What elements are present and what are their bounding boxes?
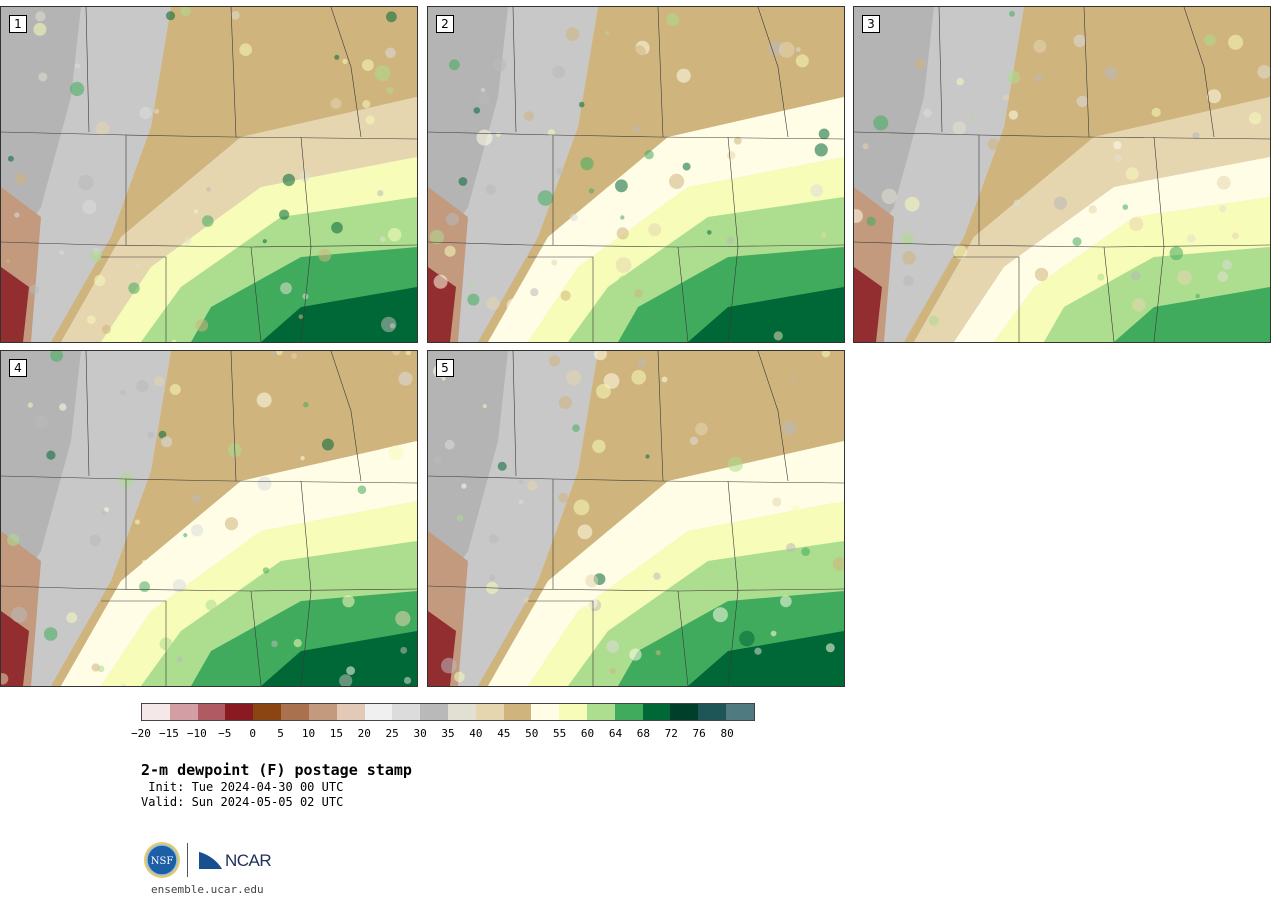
stamp-panel-2: 2 (427, 6, 845, 343)
logos: NSF NCAR (143, 841, 283, 881)
stamp-panel-5: 5 (427, 350, 845, 687)
nsf-logo-icon: NSF (144, 842, 180, 878)
ncar-logo-icon (198, 850, 224, 870)
colorbar-tick-label: 68 (636, 727, 650, 740)
colorbar-segment (281, 704, 309, 720)
ncar-logo-text: NCAR (225, 851, 272, 870)
plot-title: 2-m dewpoint (F) postage stamp (141, 761, 412, 779)
colorbar-tick-label: 80 (720, 727, 734, 740)
colorbar-tick-label: 64 (608, 727, 623, 740)
panel-number: 4 (9, 359, 27, 377)
colorbar-segment (614, 704, 643, 720)
panel-number: 2 (436, 15, 454, 33)
colorbar-segment (726, 704, 754, 720)
colorbar-tick-label: −20 (131, 727, 151, 740)
stamp-panel-1: 1 (0, 6, 418, 343)
colorbar-segment (169, 704, 198, 720)
colorbar-segment (698, 704, 727, 720)
colorbar-segment (142, 704, 170, 720)
colorbar (141, 703, 755, 721)
colorbar-tick-label: 40 (469, 727, 483, 740)
colorbar-segment (364, 704, 393, 720)
panel-number: 3 (862, 15, 880, 33)
panel-number: 1 (9, 15, 27, 33)
colorbar-tick-label: −15 (158, 727, 179, 740)
stamp-panel-4: 4 (0, 350, 418, 687)
colorbar-segment (308, 704, 337, 720)
colorbar-tick-label: 30 (413, 727, 427, 740)
init-time: Init: Tue 2024-04-30 00 UTC (141, 780, 344, 794)
colorbar-tick-label: 72 (664, 727, 678, 740)
colorbar-segment (503, 704, 532, 720)
colorbar-tick-label: −5 (218, 727, 232, 740)
colorbar-tick-label: 55 (553, 727, 567, 740)
colorbar-labels: −20 −15 −10 −5 0 5 10 15 20 25 30 35 40 45 50 55 60 64 68 7… (0, 727, 900, 741)
colorbar-tick-label: 76 (692, 727, 706, 740)
colorbar-tick-label: 45 (497, 727, 511, 740)
colorbar-tick-label: −10 (186, 727, 207, 740)
valid-time: Valid: Sun 2024-05-05 02 UTC (141, 795, 344, 809)
colorbar-tick-label: 25 (385, 727, 399, 740)
colorbar-segment (447, 704, 476, 720)
colorbar-segment (392, 704, 421, 720)
colorbar-segment (336, 704, 365, 720)
colorbar-tick-label: 20 (357, 727, 371, 740)
colorbar-segment (587, 704, 615, 720)
colorbar-tick-label: 5 (277, 727, 284, 740)
colorbar-segment (253, 704, 282, 720)
colorbar-segment (225, 704, 254, 720)
stamp-panel-3: 3 (853, 6, 1271, 343)
colorbar-segment (531, 704, 560, 720)
colorbar-tick-label: 35 (441, 727, 455, 740)
colorbar-tick-label: 10 (301, 727, 316, 740)
colorbar-tick-label: 0 (249, 727, 256, 740)
logo-divider (187, 843, 188, 877)
panel-number: 5 (436, 359, 454, 377)
nsf-logo-text: NSF (151, 856, 174, 867)
colorbar-tick-label: 60 (580, 727, 595, 740)
colorbar-tick-label: 50 (525, 727, 539, 740)
site-url: ensemble.ucar.edu (151, 883, 264, 896)
colorbar-segment (642, 704, 671, 720)
colorbar-segment (475, 704, 504, 720)
colorbar-segment (420, 704, 448, 720)
colorbar-segment (559, 704, 587, 720)
colorbar-tick-label: 15 (329, 727, 343, 740)
colorbar-segment (670, 704, 699, 720)
colorbar-segment (197, 704, 226, 720)
